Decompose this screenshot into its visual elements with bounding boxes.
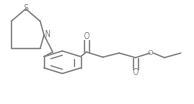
Text: O: O (83, 32, 89, 41)
Text: O: O (148, 50, 153, 56)
Text: S: S (23, 4, 28, 13)
Text: O: O (133, 68, 139, 77)
Text: N: N (44, 30, 50, 39)
